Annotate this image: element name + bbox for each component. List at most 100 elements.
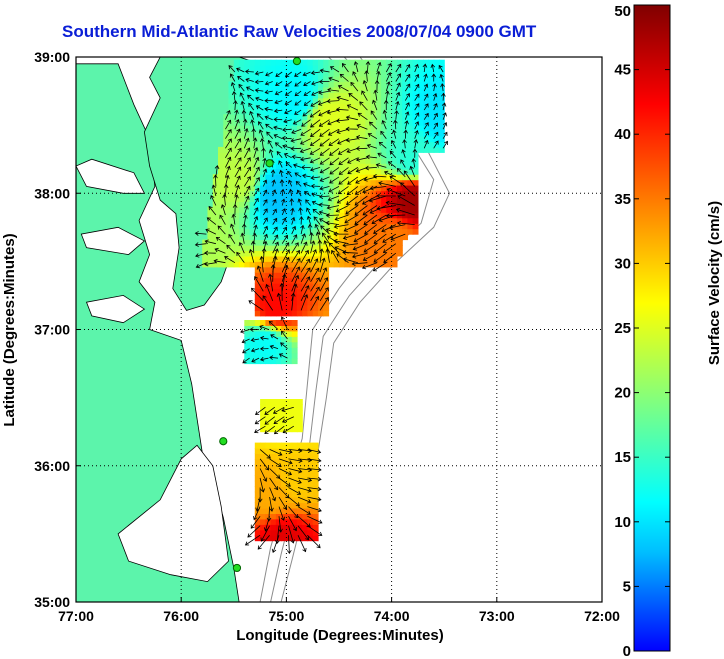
velocity-arrow bbox=[258, 121, 264, 130]
velocity-cell bbox=[244, 152, 251, 159]
velocity-cell bbox=[239, 217, 245, 224]
velocity-cell bbox=[233, 136, 240, 142]
velocity-cell bbox=[407, 217, 414, 224]
velocity-arrow bbox=[262, 199, 268, 206]
velocity-cell bbox=[249, 185, 256, 192]
velocity-cell bbox=[249, 330, 256, 337]
velocity-cell bbox=[417, 81, 424, 88]
velocity-arrow bbox=[281, 264, 289, 282]
velocity-arrow bbox=[383, 252, 397, 263]
velocity-cell bbox=[312, 288, 319, 295]
x-tick-label: 74:00 bbox=[374, 608, 410, 624]
velocity-cell bbox=[312, 442, 319, 449]
velocity-cell bbox=[249, 163, 256, 170]
velocity-cell bbox=[339, 97, 345, 104]
velocity-cell bbox=[312, 179, 319, 186]
velocity-cell bbox=[244, 336, 251, 343]
velocity-arrow bbox=[194, 231, 207, 236]
velocity-cell bbox=[323, 174, 330, 181]
velocity-cell bbox=[260, 305, 266, 311]
velocity-cell bbox=[354, 217, 361, 224]
velocity-cell bbox=[286, 358, 293, 365]
velocity-cell bbox=[412, 119, 419, 126]
velocity-cell bbox=[323, 294, 330, 301]
velocity-arrow bbox=[214, 247, 226, 254]
velocity-cell bbox=[428, 114, 435, 121]
velocity-cell bbox=[296, 409, 303, 416]
velocity-arrow bbox=[272, 198, 277, 206]
grid-lines bbox=[76, 57, 602, 602]
velocity-cell bbox=[375, 92, 382, 99]
velocity-cell bbox=[275, 201, 282, 208]
velocity-arrow bbox=[259, 255, 265, 273]
velocity-cell bbox=[291, 261, 298, 268]
velocity-cell bbox=[381, 65, 387, 72]
velocity-cell bbox=[323, 217, 330, 224]
velocity-cell bbox=[286, 125, 293, 132]
velocity-arrow bbox=[278, 449, 293, 454]
velocity-arrow bbox=[309, 109, 321, 118]
velocity-cell bbox=[370, 212, 377, 219]
velocity-cell bbox=[265, 294, 272, 301]
velocity-cell bbox=[381, 103, 387, 110]
velocity-arrow bbox=[247, 94, 255, 101]
velocity-arrow bbox=[325, 228, 340, 235]
velocity-cell bbox=[239, 190, 245, 197]
velocity-cell bbox=[396, 185, 403, 192]
velocity-arrow bbox=[279, 169, 284, 177]
velocity-cell bbox=[318, 103, 324, 110]
velocity-cell bbox=[218, 146, 224, 153]
velocity-cell bbox=[291, 108, 298, 115]
velocity-cell bbox=[307, 108, 314, 115]
velocity-cell bbox=[381, 136, 387, 142]
velocity-arrow bbox=[287, 170, 293, 178]
velocity-cell bbox=[286, 212, 293, 219]
velocity-cell bbox=[302, 442, 309, 449]
velocity-cell bbox=[360, 206, 366, 213]
velocity-cell bbox=[344, 103, 351, 110]
velocity-cell bbox=[202, 255, 209, 262]
velocity-cell bbox=[275, 491, 282, 498]
velocity-cell bbox=[323, 255, 330, 262]
velocity-cell bbox=[302, 453, 309, 460]
velocity-arrow bbox=[304, 191, 311, 197]
velocity-cell bbox=[281, 524, 287, 531]
velocity-cell bbox=[370, 234, 377, 241]
velocity-arrow bbox=[423, 130, 429, 139]
velocity-arrow bbox=[335, 205, 349, 213]
velocity-arrow bbox=[213, 258, 226, 264]
velocity-cell bbox=[396, 250, 403, 257]
velocity-cell bbox=[365, 185, 372, 192]
velocity-cell bbox=[407, 65, 414, 72]
velocity-cell bbox=[265, 103, 272, 110]
velocity-cell bbox=[407, 228, 414, 235]
velocity-cell bbox=[254, 272, 261, 279]
velocity-arrow bbox=[273, 117, 283, 122]
velocity-cell bbox=[391, 81, 398, 88]
velocity-cell bbox=[307, 310, 314, 317]
velocity-cell bbox=[281, 146, 287, 153]
velocity-arrow bbox=[306, 207, 311, 216]
velocity-cell bbox=[212, 190, 219, 197]
velocity-cell bbox=[375, 125, 382, 132]
velocity-cell bbox=[291, 174, 298, 181]
velocity-arrow bbox=[352, 71, 359, 82]
velocity-cell bbox=[281, 464, 287, 471]
velocity-cell bbox=[312, 141, 319, 148]
velocity-cell bbox=[349, 201, 356, 208]
velocity-cell bbox=[312, 97, 319, 104]
velocity-cell bbox=[407, 108, 414, 115]
velocity-cell bbox=[375, 76, 382, 83]
velocity-cell bbox=[302, 288, 309, 295]
velocity-cell bbox=[233, 87, 240, 93]
velocity-cell bbox=[228, 196, 235, 202]
velocity-cell bbox=[265, 508, 272, 514]
velocity-arrow bbox=[285, 162, 292, 168]
velocity-arrow bbox=[373, 89, 378, 101]
velocity-cell bbox=[291, 404, 298, 411]
velocity-cell bbox=[333, 114, 340, 121]
velocity-cell bbox=[370, 70, 377, 77]
velocity-arrow bbox=[393, 119, 398, 130]
velocity-cell bbox=[239, 65, 245, 72]
velocity-arrow bbox=[274, 90, 283, 96]
